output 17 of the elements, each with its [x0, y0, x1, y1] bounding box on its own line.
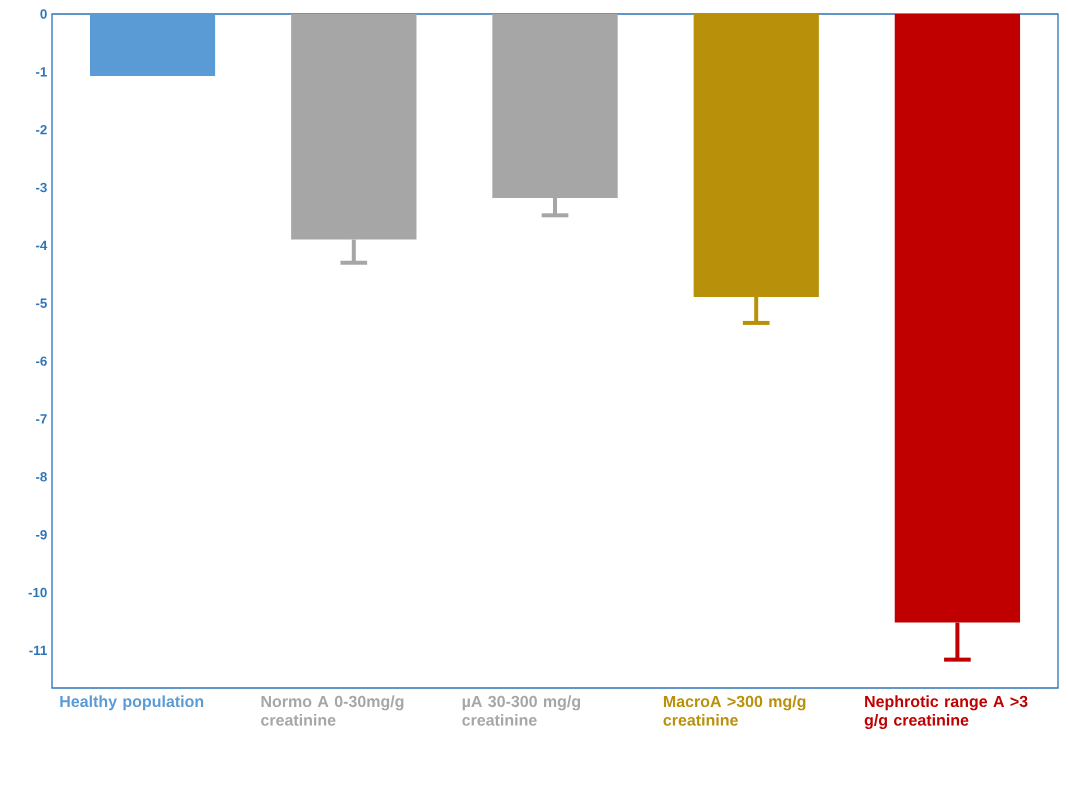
y-tick-label: -10 — [28, 587, 47, 598]
y-tick-label: -4 — [35, 240, 48, 250]
y-tick-label: 0 — [40, 9, 47, 19]
x-tick-label: µA 30-300 mg/g creatinine — [462, 695, 581, 726]
y-tick-label: -1 — [35, 67, 47, 77]
x-tick-label: Healthy population — [60, 695, 204, 711]
y-tick-label: -11 — [29, 645, 47, 655]
y-tick-label: -8 — [35, 472, 47, 482]
y-tick-label: -5 — [35, 298, 47, 308]
y-tick-label: -6 — [35, 356, 47, 366]
y-tick-label: -2 — [35, 125, 47, 135]
y-tick-label: -3 — [35, 182, 47, 193]
x-tick-label: Nephrotic range A >3 g/g creatinine — [864, 695, 1028, 730]
y-tick-label: -7 — [35, 414, 47, 424]
x-tick-label: MacroA >300 mg/g creatinine — [663, 695, 806, 726]
y-tick-label: -9 — [35, 529, 47, 540]
x-tick-label: Normo A 0-30mg/g creatinine — [261, 695, 404, 726]
